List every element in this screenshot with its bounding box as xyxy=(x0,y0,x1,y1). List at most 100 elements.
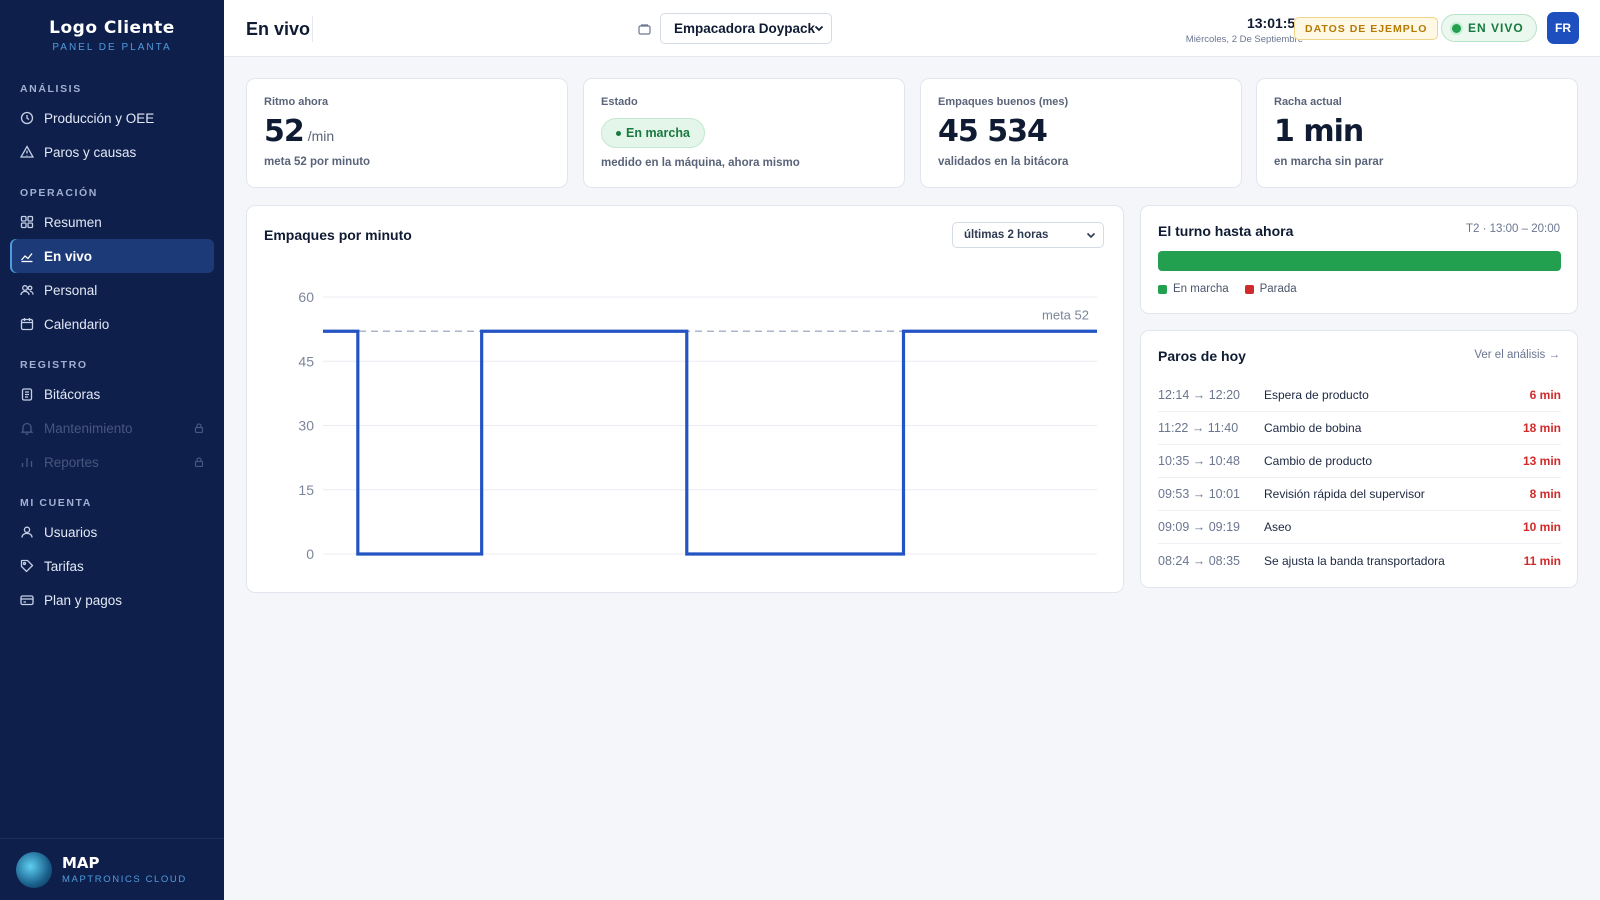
chart-card: Empaques por minuto últimas 2 horas 0 15 3… xyxy=(246,205,1124,593)
chart-title: Empaques por minuto xyxy=(264,227,412,243)
kpi-card-status: Estado En marcha medido en la máquina, a… xyxy=(583,78,905,188)
card-icon xyxy=(20,593,34,607)
sidebar-item-label: Personal xyxy=(44,282,98,298)
line-chart: 0 15 30 45 60 meta 52 xyxy=(298,289,1097,562)
kpi-value-number: 52 xyxy=(264,114,305,149)
sidebar-item-label: Resumen xyxy=(44,214,102,230)
user-icon xyxy=(20,525,34,539)
stop-duration: 8 min xyxy=(1529,487,1561,501)
sidebar: Logo Cliente PANEL DE PLANTA ANÁLISIS Pr… xyxy=(0,0,224,900)
tag-icon xyxy=(20,559,34,573)
view-analysis-link[interactable]: Ver el análisis → xyxy=(1474,349,1560,361)
sidebar-item-resumen[interactable]: Resumen xyxy=(10,205,214,239)
stop-time: 09:09 → 09:19 xyxy=(1158,520,1241,534)
machine-select[interactable]: Empacadora Doypack xyxy=(660,13,832,44)
kpi-subtitle: meta 52 por minuto xyxy=(264,156,371,168)
legend-item-stopped: Parada xyxy=(1244,283,1297,295)
divider xyxy=(312,16,313,42)
kpi-card-good-packs: Empaques buenos (mes) 45 534 validados e… xyxy=(920,78,1242,188)
sidebar-item-label: Producción y OEE xyxy=(44,110,155,126)
stop-duration: 10 min xyxy=(1522,520,1561,534)
shift-timeline-bar xyxy=(1158,251,1561,271)
sidebar-footer: MAP MAPTRONICS CLOUD xyxy=(0,838,224,900)
clock: 13:01:55 Miércoles, 2 De Septiembre xyxy=(1186,15,1303,45)
nav-section-mi-cuenta: MI CUENTA xyxy=(20,497,92,509)
legend-label: Parada xyxy=(1259,283,1297,295)
machine-select-value: Empacadora Doypack xyxy=(674,21,816,36)
lock-icon xyxy=(194,421,204,436)
clock-icon xyxy=(20,111,34,125)
y-tick-label: 15 xyxy=(298,482,314,498)
footer-subtitle: MAPTRONICS CLOUD xyxy=(62,874,187,885)
sidebar-item-paros-causas[interactable]: Paros y causas xyxy=(10,135,214,169)
sidebar-item-calendario[interactable]: Calendario xyxy=(10,307,214,341)
sidebar-item-label: Bitácoras xyxy=(44,386,101,402)
sidebar-item-personal[interactable]: Personal xyxy=(10,273,214,307)
kpi-card-rate: Ritmo ahora 52/min meta 52 por minuto xyxy=(246,78,568,188)
shift-card: El turno hasta ahora T2 · 13:00 – 20:00 … xyxy=(1140,205,1578,314)
shift-range: T2 · 13:00 – 20:00 xyxy=(1466,223,1560,235)
status-badge: En marcha xyxy=(601,118,705,148)
kpi-subtitle: en marcha sin parar xyxy=(1274,156,1384,168)
kpi-card-streak: Racha actual 1 min en marcha sin parar xyxy=(1256,78,1578,188)
sidebar-item-plan-pagos[interactable]: Plan y pagos xyxy=(10,583,214,617)
legend-swatch xyxy=(1244,284,1254,294)
brand-subtitle: PANEL DE PLANTA xyxy=(52,42,172,53)
sidebar-item-bitacoras[interactable]: Bitácoras xyxy=(10,377,214,411)
live-badge-label: EN VIVO xyxy=(1468,21,1524,35)
status-dot-icon xyxy=(616,130,621,136)
stop-time: 11:22 → 11:40 xyxy=(1158,421,1239,435)
stop-time: 12:14 → 12:20 xyxy=(1158,388,1241,402)
stop-time: 10:35 → 10:48 xyxy=(1158,454,1241,468)
sidebar-item-label: Mantenimiento xyxy=(44,420,133,436)
kpi-subtitle: validados en la bitácora xyxy=(938,156,1069,168)
stop-cause: Espera de producto xyxy=(1264,388,1369,402)
list-item: 12:14 → 12:20 Espera de producto 6 min xyxy=(1158,379,1561,412)
kpi-label: Racha actual xyxy=(1274,96,1342,108)
list-item: 11:22 → 11:40 Cambio de bobina 18 min xyxy=(1158,412,1561,445)
footer-title: MAP xyxy=(62,854,100,872)
sidebar-item-label: Calendario xyxy=(44,316,110,332)
nav-section-operacion: OPERACIÓN xyxy=(20,187,98,199)
sidebar-item-usuarios[interactable]: Usuarios xyxy=(10,515,214,549)
series-line xyxy=(323,329,1097,556)
nav-section-registro: REGISTRO xyxy=(20,359,88,371)
y-tick-label: 0 xyxy=(306,546,314,562)
range-select[interactable]: últimas 2 horas xyxy=(952,222,1104,248)
stop-duration: 13 min xyxy=(1522,454,1561,468)
chart-icon xyxy=(20,249,34,263)
globe-logo-icon xyxy=(16,851,52,888)
y-tick-label: 60 xyxy=(298,289,314,305)
y-tick-label: 30 xyxy=(298,418,314,434)
stop-cause: Cambio de bobina xyxy=(1264,421,1362,435)
sidebar-item-en-vivo[interactable]: En vivo xyxy=(10,239,214,273)
stop-cause: Cambio de producto xyxy=(1264,454,1373,468)
sidebar-item-label: Tarifas xyxy=(44,558,84,574)
legend-label: En marcha xyxy=(1173,283,1229,295)
stops-card: Paros de hoy Ver el análisis → 12:14 → 1… xyxy=(1140,330,1578,588)
clock-date: Miércoles, 2 De Septiembre xyxy=(1185,34,1303,45)
stop-cause: Se ajusta la banda transportadora xyxy=(1264,553,1445,568)
kpi-subtitle: medido en la máquina, ahora mismo xyxy=(601,157,800,169)
demo-data-badge: DATOS DE EJEMPLO xyxy=(1294,17,1439,40)
stop-cause: Revisión rápida del supervisor xyxy=(1264,487,1425,501)
kpi-label: Empaques buenos (mes) xyxy=(938,96,1069,108)
topbar: En vivo Empacadora Doypack 13:01:55 Miér… xyxy=(224,0,1600,57)
target-label: meta 52 xyxy=(1042,307,1089,322)
live-badge: EN VIVO xyxy=(1441,14,1537,42)
sidebar-item-label: En vivo xyxy=(44,248,93,264)
bell-icon xyxy=(20,421,34,435)
stop-cause: Aseo xyxy=(1264,520,1292,534)
avatar[interactable]: FR xyxy=(1547,12,1579,44)
machine-icon xyxy=(638,22,651,40)
sidebar-item-tarifas[interactable]: Tarifas xyxy=(10,549,214,583)
stop-time: 09:53 → 10:01 xyxy=(1158,487,1241,501)
bar-chart-icon xyxy=(20,455,34,469)
kpi-label: Estado xyxy=(601,96,638,108)
warning-icon xyxy=(20,145,34,159)
list-item: 08:24 → 08:35 Se ajusta la banda transpor… xyxy=(1158,544,1561,577)
legend-item-running: En marcha xyxy=(1158,283,1229,295)
kpi-value: 1 min xyxy=(1274,114,1364,149)
brand-title: Logo Cliente xyxy=(49,18,175,38)
sidebar-item-produccion-oee[interactable]: Producción y OEE xyxy=(10,101,214,135)
